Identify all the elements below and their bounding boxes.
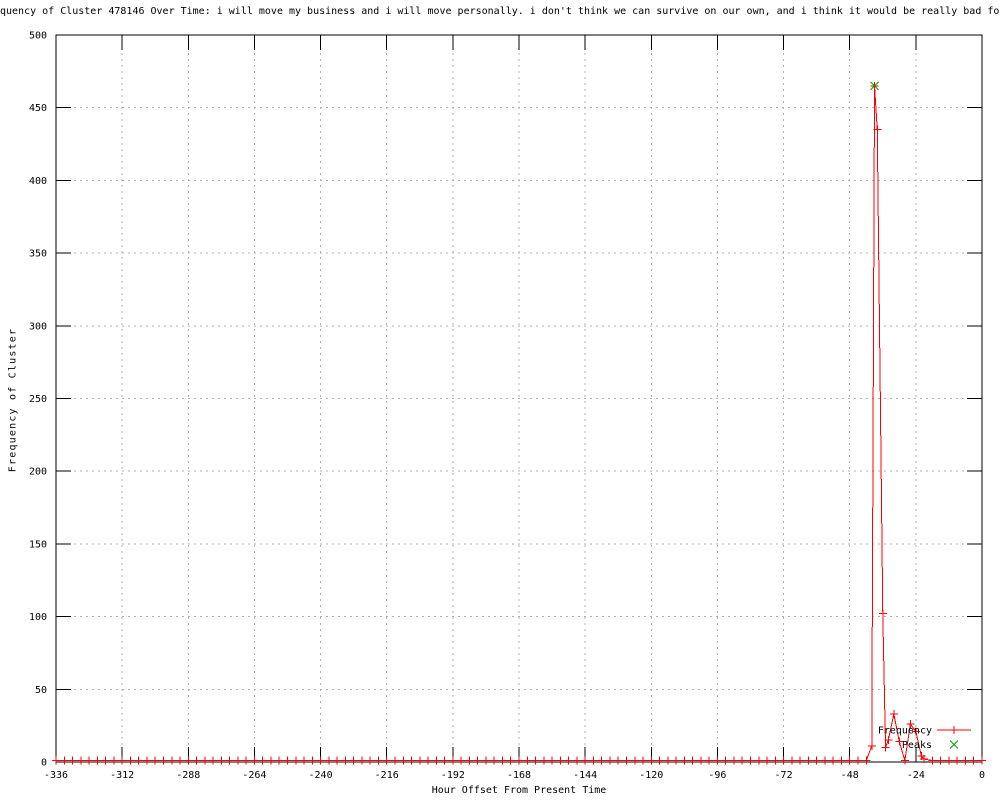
y-tick-label: 150 xyxy=(29,539,47,550)
y-tick-label: 400 xyxy=(29,176,47,187)
gridlines xyxy=(55,34,983,763)
legend-label-frequency: Frequency xyxy=(878,726,932,737)
x-tick-label: -264 xyxy=(242,770,266,781)
y-tick-label: 450 xyxy=(29,103,47,114)
y-tick-label: 350 xyxy=(29,249,47,260)
x-tick-label: -24 xyxy=(907,770,925,781)
x-tick-label: -336 xyxy=(44,770,68,781)
y-tick-label: 300 xyxy=(29,321,47,332)
x-tick-label: -216 xyxy=(375,770,399,781)
y-tick-label: 100 xyxy=(29,612,47,623)
x-tick-label: -144 xyxy=(573,770,597,781)
legend: Frequency Peaks xyxy=(878,726,971,751)
y-tick-label: 500 xyxy=(29,31,47,42)
y-tick-label: 0 xyxy=(41,758,47,769)
x-tick-label: -288 xyxy=(176,770,200,781)
x-axis-label: Hour Offset From Present Time xyxy=(431,785,607,796)
x-tick-label: -48 xyxy=(841,770,859,781)
x-tick-label: 0 xyxy=(979,770,985,781)
y-tick-label: 50 xyxy=(35,685,47,696)
series-peaks xyxy=(870,81,879,91)
x-tick-label: -96 xyxy=(708,770,726,781)
x-tick-label: -240 xyxy=(309,770,333,781)
y-tick-label: 200 xyxy=(29,467,47,478)
x-tick-label: -120 xyxy=(639,770,663,781)
legend-label-peaks: Peaks xyxy=(902,740,932,751)
y-tick-label: 250 xyxy=(29,394,47,405)
chart-title: quency of Cluster 478146 Over Time: i wi… xyxy=(0,6,1000,17)
series-frequency xyxy=(52,81,986,765)
x-tick-label: -192 xyxy=(441,770,465,781)
y-axis-ticks: 0 50 100 150 200 250 300 350 400 450 500 xyxy=(29,31,982,769)
x-axis-ticks: -336 -312 -288 -264 -240 -216 -192 -168 -144 -120… xyxy=(44,35,985,781)
x-tick-label: -312 xyxy=(110,770,134,781)
x-tick-label: -168 xyxy=(507,770,531,781)
x-tick-label: -72 xyxy=(775,770,793,781)
